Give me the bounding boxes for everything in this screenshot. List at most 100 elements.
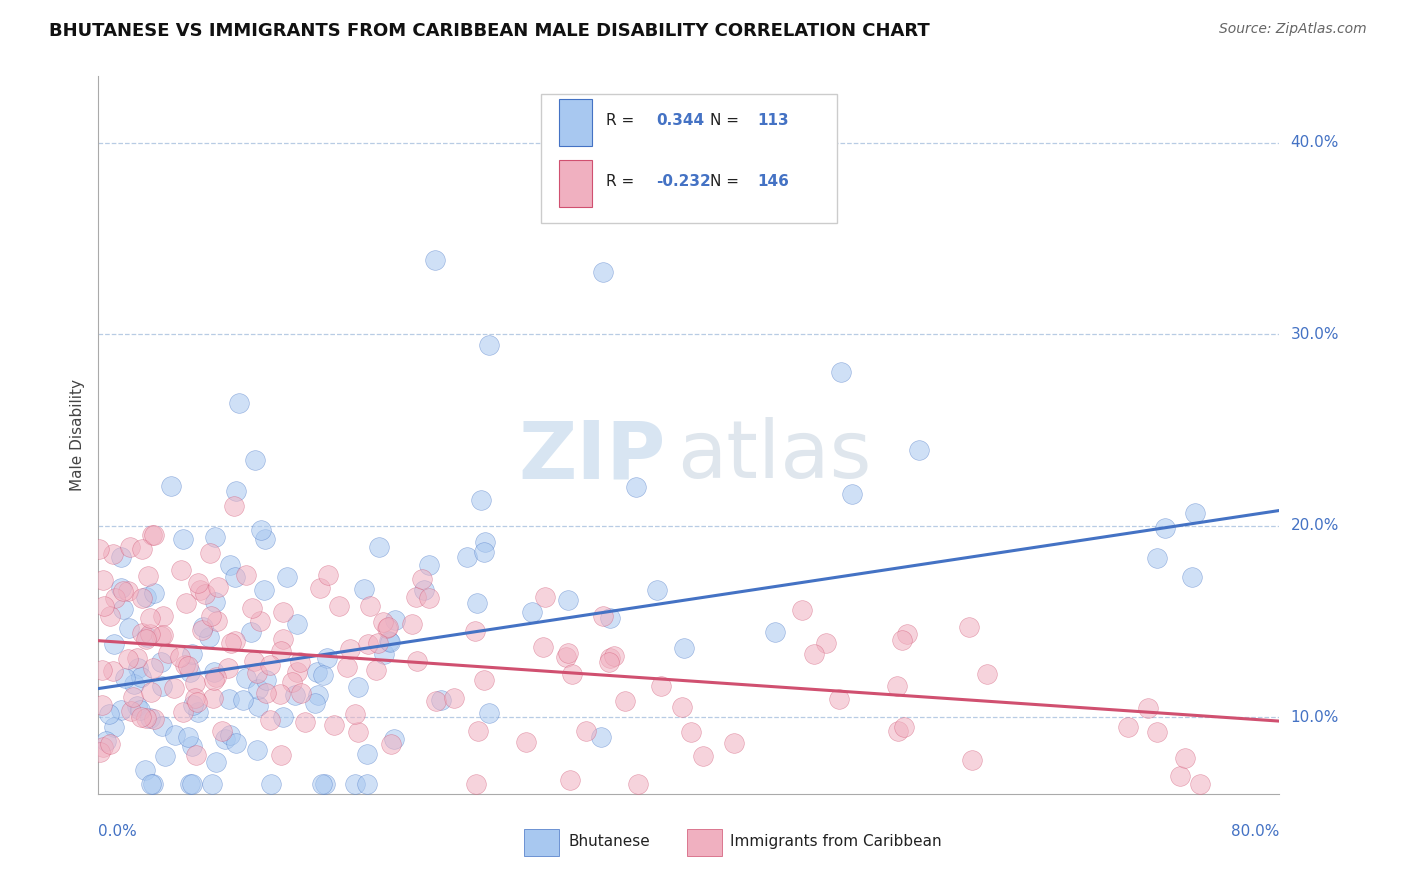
- Point: [205, 615, 228, 629]
- Point: [1181, 570, 1204, 584]
- Point: [520, 605, 543, 619]
- Point: [534, 590, 557, 604]
- Point: [467, 724, 489, 739]
- Point: [246, 699, 269, 714]
- Point: [117, 652, 139, 666]
- Point: [202, 665, 225, 679]
- Point: [172, 533, 194, 547]
- Point: [149, 629, 172, 643]
- Point: [103, 637, 125, 651]
- Point: [114, 671, 136, 685]
- Point: [135, 632, 157, 647]
- Point: [592, 609, 614, 624]
- Point: [1168, 769, 1191, 783]
- Point: [290, 686, 312, 700]
- Point: [280, 674, 302, 689]
- Point: [253, 583, 276, 598]
- Point: [187, 705, 209, 719]
- Point: [254, 673, 277, 687]
- FancyBboxPatch shape: [686, 829, 723, 856]
- Point: [557, 646, 579, 660]
- Point: [101, 547, 124, 561]
- Point: [111, 583, 134, 598]
- Point: [613, 694, 636, 708]
- Text: 146: 146: [758, 174, 789, 189]
- Point: [723, 736, 745, 750]
- Point: [673, 641, 696, 656]
- Point: [142, 528, 165, 542]
- Point: [908, 442, 931, 457]
- Point: [219, 728, 242, 742]
- Point: [187, 575, 209, 590]
- Point: [207, 580, 229, 594]
- Point: [122, 690, 145, 705]
- Point: [555, 650, 578, 665]
- Point: [191, 620, 214, 634]
- Point: [139, 777, 162, 791]
- Point: [205, 670, 228, 684]
- Point: [169, 649, 191, 664]
- Point: [472, 545, 495, 559]
- Point: [308, 582, 330, 596]
- Point: [205, 756, 228, 770]
- Point: [181, 698, 204, 713]
- Point: [339, 642, 361, 657]
- Point: [356, 777, 378, 791]
- Text: 30.0%: 30.0%: [1291, 326, 1339, 342]
- Point: [224, 634, 246, 648]
- Text: R =: R =: [606, 113, 634, 128]
- Point: [1154, 521, 1177, 535]
- Point: [98, 706, 121, 721]
- Text: 20.0%: 20.0%: [1291, 518, 1339, 533]
- Point: [357, 637, 380, 651]
- Point: [201, 777, 224, 791]
- Point: [1146, 725, 1168, 739]
- Point: [270, 644, 292, 658]
- Point: [186, 747, 208, 762]
- Point: [304, 696, 326, 710]
- Point: [141, 685, 163, 699]
- Point: [129, 670, 152, 684]
- Point: [589, 730, 612, 744]
- Point: [423, 253, 446, 268]
- Point: [118, 540, 141, 554]
- Point: [270, 748, 292, 763]
- Point: [316, 567, 339, 582]
- Point: [380, 737, 402, 751]
- Point: [184, 690, 207, 705]
- Point: [110, 582, 132, 596]
- Point: [176, 731, 198, 745]
- Point: [887, 723, 910, 738]
- Point: [474, 534, 496, 549]
- Point: [240, 601, 263, 615]
- Point: [347, 725, 370, 739]
- Point: [574, 723, 596, 738]
- Point: [152, 628, 174, 642]
- Point: [356, 747, 378, 761]
- Point: [219, 558, 242, 572]
- Point: [165, 728, 187, 742]
- Point: [174, 596, 197, 610]
- Text: -0.232: -0.232: [655, 174, 710, 189]
- Point: [841, 487, 863, 501]
- Point: [465, 777, 488, 791]
- Point: [249, 614, 271, 628]
- Point: [271, 632, 294, 646]
- Point: [181, 647, 204, 661]
- Text: 10.0%: 10.0%: [1291, 710, 1339, 725]
- Point: [181, 739, 204, 753]
- Point: [359, 599, 381, 613]
- Point: [323, 717, 346, 731]
- Point: [118, 621, 141, 635]
- Point: [131, 591, 153, 605]
- FancyBboxPatch shape: [560, 99, 592, 146]
- Point: [367, 636, 389, 650]
- Point: [285, 665, 308, 680]
- Point: [271, 605, 294, 619]
- Point: [246, 665, 269, 680]
- Text: 113: 113: [758, 113, 789, 128]
- FancyBboxPatch shape: [541, 94, 837, 223]
- Text: BHUTANESE VS IMMIGRANTS FROM CARIBBEAN MALE DISABILITY CORRELATION CHART: BHUTANESE VS IMMIGRANTS FROM CARIBBEAN M…: [49, 22, 929, 40]
- Point: [418, 558, 440, 573]
- Point: [93, 599, 115, 614]
